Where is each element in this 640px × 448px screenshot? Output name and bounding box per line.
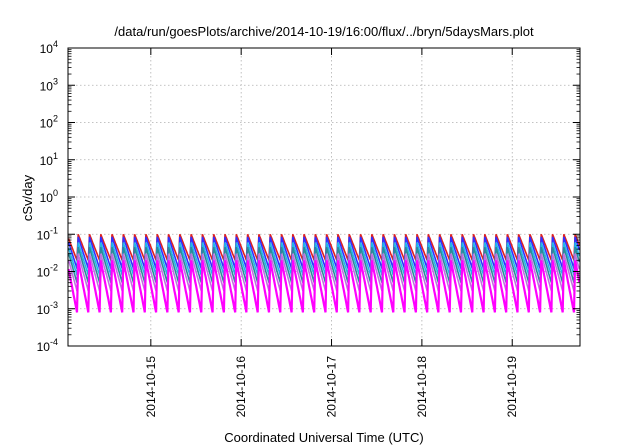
y-tick-label: 10-2 xyxy=(37,263,58,280)
x-tick-label: 2014-10-15 xyxy=(144,356,158,418)
series-line xyxy=(67,236,581,269)
y-tick-label: 10-1 xyxy=(37,225,58,242)
y-tick-exponent: 0 xyxy=(53,188,58,198)
y-tick-label: 101 xyxy=(40,151,58,168)
y-tick-base: 10 xyxy=(40,154,54,168)
x-axis-label: Coordinated Universal Time (UTC) xyxy=(224,430,423,445)
series-line xyxy=(67,260,581,313)
y-tick-exponent: -2 xyxy=(50,263,58,273)
series-line xyxy=(67,242,581,276)
y-tick-base: 10 xyxy=(37,303,51,317)
chart-title: /data/run/goesPlots/archive/2014-10-19/1… xyxy=(114,24,534,39)
y-tick-label: 102 xyxy=(40,114,58,131)
x-tick-label: 2014-10-18 xyxy=(415,356,429,418)
y-tick-base: 10 xyxy=(37,340,51,354)
series-line xyxy=(67,233,581,261)
y-tick-exponent: -1 xyxy=(50,225,58,235)
y-tick-label: 100 xyxy=(40,188,58,205)
series-line xyxy=(67,246,581,283)
series-line xyxy=(67,253,581,292)
y-tick-exponent: 1 xyxy=(53,151,58,161)
y-tick-label: 104 xyxy=(40,39,58,56)
y-tick-exponent: 4 xyxy=(53,39,58,49)
y-tick-label: 10-4 xyxy=(37,337,58,354)
y-tick-exponent: -3 xyxy=(50,300,58,310)
y-tick-base: 10 xyxy=(40,79,54,93)
y-tick-exponent: 3 xyxy=(53,76,58,86)
y-tick-base: 10 xyxy=(37,228,51,242)
y-tick-label: 10-3 xyxy=(37,300,58,317)
y-tick-exponent: 2 xyxy=(53,114,58,124)
x-tick-label: 2014-10-17 xyxy=(325,356,339,418)
x-axis: 2014-10-15 2014-10-16 2014-10-17 2014-10-18… xyxy=(144,48,519,417)
y-tick-exponent: -4 xyxy=(50,337,58,347)
y-axis-label: cSv/day xyxy=(20,174,35,221)
y-tick-base: 10 xyxy=(40,42,54,56)
y-tick-base: 10 xyxy=(40,117,54,131)
y-tick-base: 10 xyxy=(37,266,51,280)
x-tick-label: 2014-10-16 xyxy=(234,356,248,418)
y-tick-base: 10 xyxy=(40,191,54,205)
x-tick-label: 2014-10-19 xyxy=(505,356,519,418)
y-tick-label: 103 xyxy=(40,76,58,93)
series-group xyxy=(67,233,581,313)
